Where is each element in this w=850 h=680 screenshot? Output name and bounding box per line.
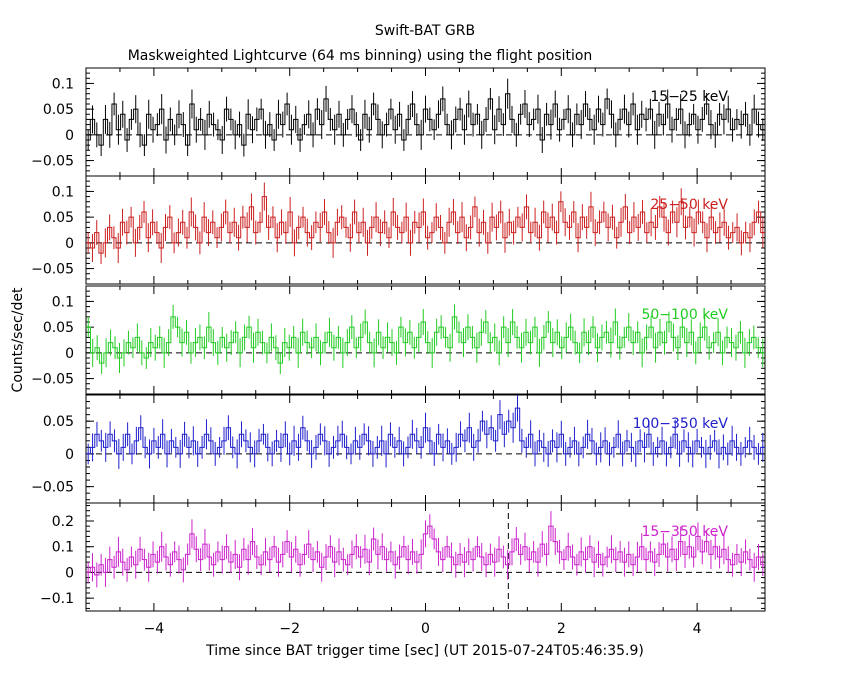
y-tick-label: −0.05 (31, 154, 74, 170)
y-tick-label: 0 (65, 565, 74, 581)
y-tick-label: −0.1 (40, 591, 74, 607)
y-tick-label: −0.05 (31, 262, 74, 278)
y-tick-label: 0 (65, 447, 74, 463)
y-tick-label: 0.1 (52, 540, 74, 556)
y-tick-label: −0.05 (31, 480, 74, 496)
y-tick-label: 0.05 (43, 414, 74, 430)
band-label-4: 100−350 keV (633, 416, 729, 432)
series-line-4 (86, 407, 765, 455)
y-tick-label: 0.1 (52, 184, 74, 200)
y-axis-label: Counts/sec/det (10, 287, 26, 392)
x-tick-label: 4 (693, 621, 702, 637)
series-line-1 (86, 93, 765, 146)
y-tick-label: 0 (65, 128, 74, 144)
panel-1: −0.05 0 0.05 0.1 15−25 keV (31, 67, 766, 177)
panel-2: −0.05 0 0.05 0.1 25−50 keV (31, 175, 766, 285)
y-tick-label: 0.1 (52, 76, 74, 92)
panel-5: −0.1 0 0.1 0.2 15−350 keV (40, 502, 766, 612)
band-label-5: 15−350 keV (641, 524, 728, 540)
y-tick-label: −0.05 (31, 372, 74, 388)
panel-4: −0.05 0 0.05 100−350 keV (31, 394, 766, 504)
x-axis-label: Time since BAT trigger time [sec] (UT 20… (205, 643, 644, 659)
y-tick-label: 0 (65, 236, 74, 252)
y-tick-label: 0.1 (52, 294, 74, 310)
y-tick-label: 0 (65, 346, 74, 362)
y-tick-label: 0.05 (43, 210, 74, 226)
x-tick-label: −4 (144, 621, 165, 637)
y-tick-label: 0.05 (43, 102, 74, 118)
y-tick-label: 0.05 (43, 320, 74, 336)
series-line-3 (86, 316, 765, 364)
chart-title: Swift-BAT GRB (375, 23, 475, 39)
panel-3: −0.05 0 0.05 0.1 50−100 keV (31, 285, 766, 395)
series-line-2 (86, 196, 765, 254)
panel-frame (85, 394, 766, 504)
series-line-5 (86, 525, 765, 576)
x-tick-label: −2 (279, 621, 300, 637)
y-tick-label: 0.2 (52, 514, 74, 530)
band-label-2: 25−50 keV (650, 197, 728, 213)
x-tick-label: 2 (557, 621, 566, 637)
band-label-3: 50−100 keV (641, 307, 728, 323)
x-tick-label: 0 (421, 621, 430, 637)
band-label-1: 15−25 keV (650, 89, 728, 105)
chart-subtitle: Maskweighted Lightcurve (64 ms binning) … (128, 48, 593, 64)
panels: −0.05 0 0.05 0.1 15−25 keV −0.05 0 0.05 0.1 25−50… (31, 67, 766, 637)
